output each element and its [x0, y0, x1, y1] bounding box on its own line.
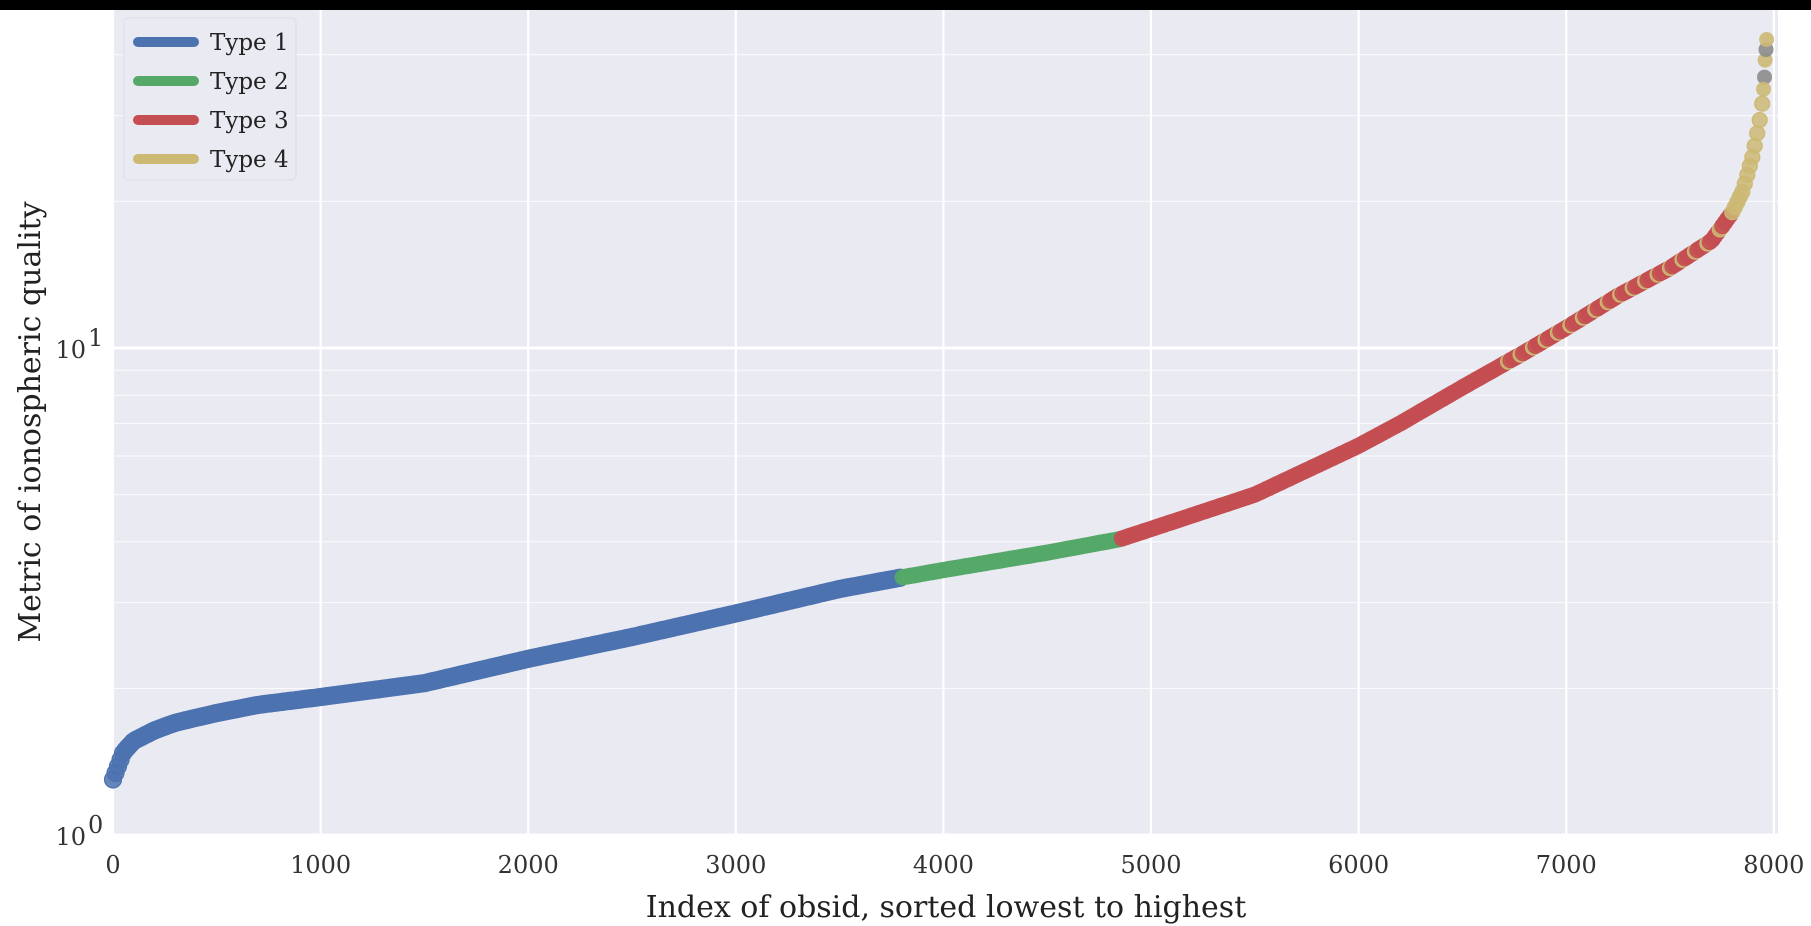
legend-entry-type-1: Type 1 [133, 30, 289, 56]
legend-label: Type 1 [210, 30, 289, 56]
top-border [0, 0, 1811, 10]
y-tick-label: 10 1 [55, 324, 103, 364]
x-tick-label: 0 [105, 851, 120, 879]
y-axis-label: Metric of ionospheric quality [13, 201, 48, 642]
x-tick-label: 5000 [1120, 851, 1181, 879]
x-axis-label: Index of obsid, sorted lowest to highest [646, 890, 1247, 925]
legend-label: Type 2 [210, 69, 289, 95]
grid [111, 10, 1778, 837]
x-tick-label: 7000 [1536, 851, 1597, 879]
legend-box [123, 17, 297, 181]
data-point-tail [1757, 69, 1772, 85]
legend-label: Type 4 [210, 147, 289, 173]
svg-text:0: 0 [88, 811, 103, 839]
data-point-type-4 [1754, 95, 1771, 112]
x-tick-label: 3000 [705, 851, 766, 879]
data-point-type-4 [1749, 125, 1766, 142]
legend-entry-type-4: Type 4 [133, 147, 289, 173]
legend-label: Type 3 [210, 108, 289, 134]
x-tick-labels: 0 1000 2000 3000 4000 5000 6000 7000 8000 [105, 851, 1804, 879]
x-tick-label: 1000 [290, 851, 351, 879]
x-tick-label: 4000 [913, 851, 974, 879]
legend: Type 1 Type 2 Type 3 Type 4 [123, 17, 297, 181]
data-point-tail [1759, 32, 1775, 47]
y-tick-label: 10 0 [55, 811, 103, 851]
legend-entry-type-3: Type 3 [133, 108, 289, 134]
svg-text:1: 1 [88, 324, 103, 352]
svg-text:10: 10 [55, 336, 86, 364]
x-tick-label: 6000 [1328, 851, 1389, 879]
legend-entry-type-2: Type 2 [133, 69, 289, 95]
svg-text:10: 10 [55, 823, 86, 851]
data-points [103, 32, 1775, 789]
data-point-tail [1756, 81, 1771, 97]
data-point-type-4 [1751, 111, 1768, 129]
x-tick-label: 2000 [498, 851, 559, 879]
x-tick-label: 8000 [1743, 851, 1804, 879]
plot-area [113, 10, 1778, 835]
